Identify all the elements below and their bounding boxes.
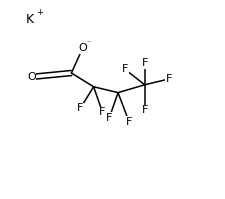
Text: F: F [77, 103, 83, 113]
Text: F: F [166, 74, 172, 84]
Text: ⁻: ⁻ [87, 38, 91, 48]
Text: F: F [142, 58, 148, 68]
Text: K: K [26, 13, 34, 25]
Text: O: O [78, 44, 87, 54]
Text: F: F [106, 113, 112, 123]
Text: F: F [122, 64, 128, 74]
Text: +: + [36, 8, 43, 17]
Text: O: O [27, 72, 36, 82]
Text: F: F [99, 107, 106, 117]
Text: F: F [142, 105, 148, 115]
Text: F: F [126, 117, 132, 127]
